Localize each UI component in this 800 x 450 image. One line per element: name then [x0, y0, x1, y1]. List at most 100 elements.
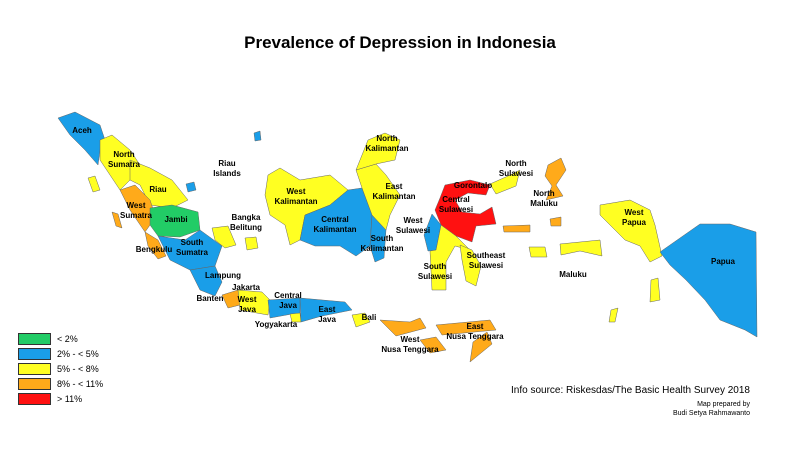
legend: < 2% 2% - < 5% 5% - < 8% 8% - < 11% > 11… — [18, 331, 103, 406]
label-lampung: Lampung — [205, 271, 241, 280]
label-line: Riau — [149, 185, 166, 194]
label-line: Papua — [622, 218, 647, 227]
region-nias — [87, 175, 101, 193]
label-jakarta: Jakarta — [232, 283, 261, 292]
label-line: Southeast — [467, 251, 506, 260]
label-line: West — [625, 208, 644, 217]
label-line: Bengkulu — [136, 245, 173, 254]
label-line: Central — [442, 195, 470, 204]
label-line: Banten — [196, 294, 223, 303]
legend-label: < 2% — [57, 333, 78, 344]
legend-item: < 2% — [18, 331, 103, 346]
label-south-kalimantan: South Kalimantan — [360, 234, 403, 253]
region-bangka-belitung — [211, 225, 237, 249]
label-line: Java — [318, 315, 336, 324]
label-line: Java — [279, 301, 297, 310]
label-west-java: West Java — [238, 295, 257, 314]
legend-item: 5% - < 8% — [18, 361, 103, 376]
label-west-sulawesi: West Sulawesi — [396, 216, 430, 235]
label-north-sulawesi: North Sulawesi — [499, 159, 533, 178]
label-line: Kalimantan — [372, 192, 415, 201]
label-line: Bali — [362, 313, 377, 322]
region-west-nusa-tenggara — [379, 317, 427, 337]
region-riau-islands — [185, 181, 197, 193]
label-line: Sulawesi — [396, 226, 430, 235]
label-line: Central — [274, 291, 302, 300]
legend-label: 8% - < 11% — [57, 378, 104, 389]
label-line: West — [401, 335, 420, 344]
legend-item: 8% - < 11% — [18, 376, 103, 391]
credit-author: Budi Setya Rahmawanto — [672, 410, 750, 417]
region-riau-islands-2 — [253, 130, 262, 142]
region-papua — [659, 223, 758, 338]
legend-swatch — [18, 377, 51, 390]
label-line: West — [287, 187, 306, 196]
label-central-java: Central Java — [274, 291, 302, 310]
map-title: Prevalence of Depression in Indonesia — [244, 33, 556, 52]
label-line: Kalimantan — [274, 197, 317, 206]
label-papua: Papua — [711, 257, 736, 266]
region-sumba — [419, 336, 447, 354]
label-line: Maluku — [530, 199, 558, 208]
label-line: Maluku — [559, 270, 587, 279]
label-bali: Bali — [362, 313, 377, 322]
legend-swatch — [18, 347, 51, 360]
label-north-kalimantan: North Kalimantan — [365, 134, 408, 153]
label-line: South — [424, 262, 447, 271]
region-north-maluku-2 — [549, 216, 562, 227]
region-jambi — [149, 204, 201, 238]
label-central-kalimantan: Central Kalimantan — [313, 215, 356, 234]
credit-line: Map prepared by — [697, 401, 750, 408]
label-line: Papua — [711, 257, 736, 266]
legend-swatch — [18, 392, 51, 405]
label-aceh: Aceh — [72, 126, 92, 135]
region-east-nusa-tenggara — [435, 319, 497, 336]
info-source: Info source: Riskesdas/The Basic Health … — [510, 385, 750, 396]
region-aceh — [57, 111, 106, 166]
label-maluku: Maluku — [559, 270, 587, 279]
label-line: North — [505, 159, 526, 168]
region-bengkulu — [144, 231, 167, 260]
label-line: East — [386, 182, 403, 191]
region-maluku-buru — [528, 246, 548, 258]
label-riau-islands: Riau Islands — [213, 159, 241, 178]
region-lampung — [189, 265, 223, 297]
legend-item: 2% - < 5% — [18, 346, 103, 361]
label-south-sulawesi: South Sulawesi — [418, 262, 452, 281]
region-north-sulawesi — [489, 169, 521, 195]
legend-swatch — [18, 332, 51, 345]
region-belitung — [244, 236, 259, 251]
region-maluku-south — [649, 277, 661, 303]
region-north-maluku — [544, 157, 567, 201]
label-line: Sulawesi — [439, 205, 473, 214]
region-maluku-south-2 — [608, 307, 619, 323]
region-bali — [351, 312, 371, 328]
region-south-sumatra — [157, 229, 223, 271]
label-line: Yogyakarta — [255, 320, 298, 329]
label-line: Java — [238, 305, 256, 314]
label-line: Kalimantan — [365, 144, 408, 153]
label-line: Jambi — [164, 215, 187, 224]
region-south-sulawesi — [429, 224, 471, 291]
label-line: Bangka — [232, 213, 261, 222]
label-line: Kalimantan — [313, 225, 356, 234]
region-central-sulawesi-gorontalo — [434, 179, 497, 243]
region-maluku — [559, 239, 603, 257]
label-line: Lampung — [205, 271, 241, 280]
label-riau: Riau — [149, 185, 166, 194]
label-gorontalo: Gorontalo — [454, 181, 492, 190]
label-west-kalimantan: West Kalimantan — [274, 187, 317, 206]
label-line: East — [319, 305, 336, 314]
label-line: Nusa Tenggara — [446, 332, 504, 341]
label-line: East — [467, 322, 484, 331]
label-north-sumatra: North Sumatra — [108, 150, 141, 169]
label-bangka-belitung: Bangka Belitung — [230, 213, 262, 232]
label-line: West — [127, 201, 146, 210]
region-mentawai — [111, 211, 123, 229]
label-north-maluku: North Maluku — [530, 189, 558, 208]
label-line: Kalimantan — [360, 244, 403, 253]
legend-item: > 11% — [18, 391, 103, 406]
label-line: North — [113, 150, 134, 159]
region-north-kalimantan — [355, 132, 401, 171]
label-line: North — [533, 189, 554, 198]
